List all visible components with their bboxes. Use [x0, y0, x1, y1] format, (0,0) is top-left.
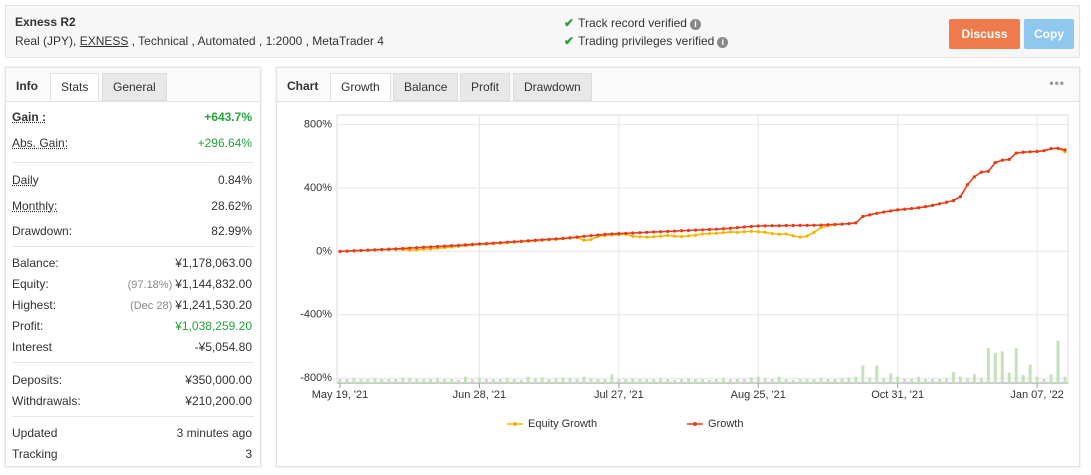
stat-label: Drawdown:: [12, 224, 73, 238]
stat-value: ¥1,144,832.00: [175, 277, 252, 291]
stat-row: Drawdown: 82.99%: [12, 221, 252, 241]
tab[interactable]: Info: [16, 79, 38, 93]
stat-label: Profit:: [12, 319, 44, 333]
separator: [12, 162, 254, 163]
stat-label: Updated: [12, 426, 58, 440]
verified-text: Trading privileges verified: [578, 34, 715, 48]
separator: [12, 416, 254, 417]
stat-row: Interest -¥5,054.80: [12, 337, 252, 357]
stat-row: Equity: (97.18%) ¥1,144,832.00: [12, 274, 252, 294]
stat-row: Balance: ¥1,178,063.00: [12, 253, 252, 273]
stat-value: ¥1,241,530.20: [175, 298, 252, 312]
tab[interactable]: Drawdown: [513, 73, 592, 101]
stat-row: Updated 3 minutes ago: [12, 423, 252, 443]
tab[interactable]: Growth: [330, 73, 391, 101]
stat-row: Monthly: 28.62%: [12, 196, 252, 216]
stat-label: Balance:: [12, 256, 59, 270]
stat-note: (97.18%): [127, 279, 173, 291]
verified-text: Track record verified: [578, 16, 687, 30]
stat-label: Highest:: [12, 298, 57, 312]
stat-label: Equity:: [12, 277, 49, 291]
stat-row: Gain : +643.7%: [12, 107, 252, 127]
stat-value: -¥5,054.80: [194, 340, 252, 354]
stat-value: ¥1,038,259.20: [175, 319, 252, 333]
stats-panel: Info Stats General Gain : +643.7% Abs. Ga…: [5, 67, 261, 467]
stat-row: Highest: (Dec 28) ¥1,241,530.20: [12, 295, 252, 315]
chart-panel: Chart Growth Balance Profit Drawdown •••: [276, 67, 1080, 467]
tab[interactable]: Stats: [50, 73, 100, 101]
stat-value: 0.84%: [217, 173, 252, 187]
stat-value: +643.7%: [204, 110, 252, 124]
stat-row: Tracking 3: [12, 444, 252, 464]
stat-value: ¥210,200.00: [185, 394, 252, 408]
stat-label: Deposits:: [12, 373, 63, 387]
tab[interactable]: Balance: [393, 73, 459, 101]
header: Exness R2 Real (JPY), EXNESS , Technical…: [5, 5, 1080, 58]
stat-value: ¥350,000.00: [185, 373, 252, 387]
stat-row: Deposits: ¥350,000.00: [12, 370, 252, 390]
stat-label: Abs. Gain:: [12, 136, 69, 150]
account-type: Real (JPY),: [15, 34, 77, 48]
stat-label: Monthly:: [12, 199, 58, 213]
title: Exness R2: [15, 15, 76, 29]
separator: [12, 246, 254, 247]
stat-value: ¥1,178,063.00: [175, 256, 252, 270]
stat-label: Withdrawals:: [12, 394, 81, 408]
tab-bar: Chart Growth Balance Profit Drawdown •••: [277, 68, 1079, 102]
stat-row: Profit: ¥1,038,259.20: [12, 316, 252, 336]
tab[interactable]: General: [102, 73, 167, 101]
verification: ✔ Trading privileges verified i: [564, 34, 729, 48]
stat-label: Daily: [12, 173, 39, 187]
discuss-button[interactable]: Discuss: [949, 19, 1020, 49]
tab[interactable]: Chart: [287, 79, 319, 93]
separator: [12, 362, 254, 363]
stat-value: 82.99%: [211, 224, 252, 238]
stat-label: Gain :: [12, 110, 47, 124]
copy-button[interactable]: Copy: [1024, 19, 1074, 49]
stat-label: Interest: [12, 340, 53, 354]
stat-value: +296.64%: [197, 136, 252, 150]
account-info: , Technical , Automated , 1:2000 , MetaT…: [131, 34, 384, 48]
tab[interactable]: Profit: [460, 73, 511, 101]
stat-value: 3 minutes ago: [176, 426, 252, 440]
stat-label: Tracking: [12, 447, 58, 461]
stat-row: Withdrawals: ¥210,200.00: [12, 391, 252, 411]
broker-link[interactable]: EXNESS: [79, 34, 129, 48]
stat-row: Daily 0.84%: [12, 170, 252, 190]
stat-row: Abs. Gain: +296.64%: [12, 133, 252, 153]
verification: ✔ Track record verified i: [564, 16, 701, 30]
stat-note: (Dec 28): [130, 300, 173, 312]
details: Real (JPY), EXNESS , Technical , Automat…: [15, 34, 384, 48]
stat-value: 28.62%: [211, 199, 252, 213]
menu-button[interactable]: •••: [1049, 76, 1065, 90]
tab-bar: Info Stats General: [6, 68, 260, 102]
stat-value: 3: [245, 447, 252, 461]
